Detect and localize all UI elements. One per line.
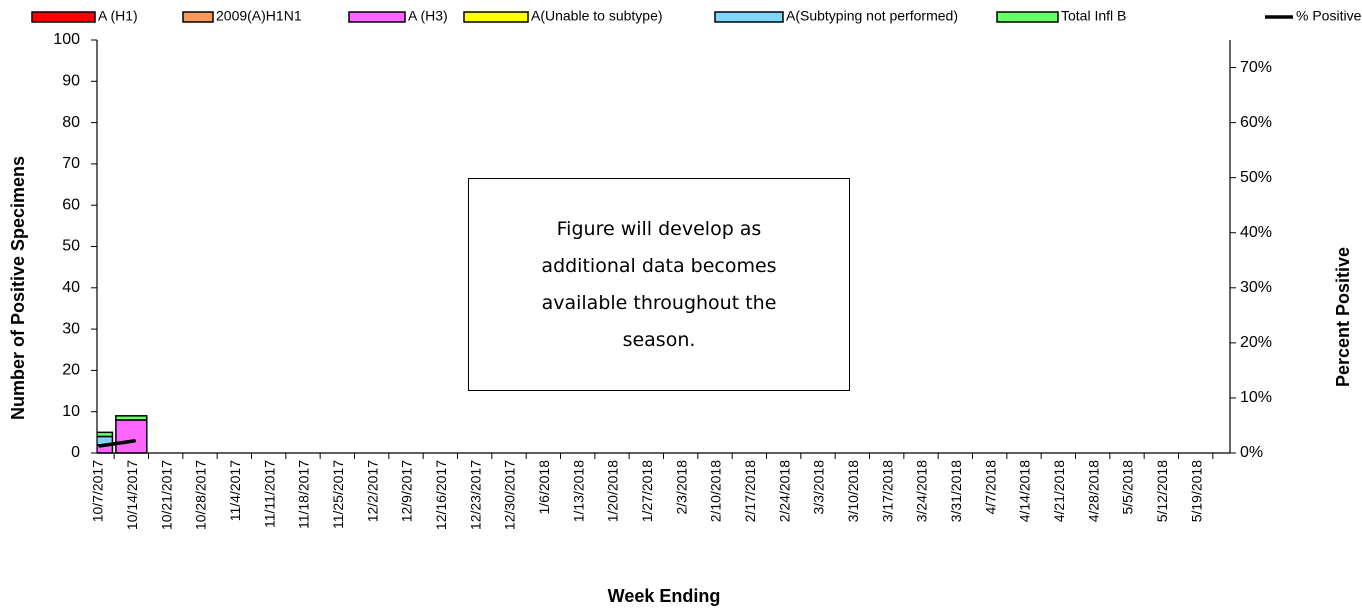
x-tick-label: 12/9/2017 [399,460,415,522]
legend-label: 2009(A)H1N1 [216,8,302,24]
legend-label: % Positive [1296,8,1362,24]
legend-swatch [182,11,214,23]
y-axis-title: Number of Positive Specimens [8,156,28,420]
x-tick-label: 10/28/2017 [193,460,209,530]
x-tick-label: 11/25/2017 [330,460,346,529]
x-tick-label: 2/10/2018 [708,460,724,522]
y-tick-label: 50 [62,238,80,255]
legend-swatch [996,11,1059,23]
y-tick-label: 90 [62,73,80,90]
x-tick-label: 12/23/2017 [467,460,483,530]
x-tick-label: 5/5/2018 [1120,460,1136,515]
bar-segment [115,415,148,421]
x-tick-label: 12/30/2017 [502,460,518,530]
y-tick-label: 20 [62,362,80,379]
x-tick-label: 2/17/2018 [742,460,758,522]
y-tick-label: 40 [62,279,80,296]
y-tick-label: 60 [62,196,80,213]
x-tick-label: 3/17/2018 [879,460,895,522]
legend-label: A (H1) [98,8,138,24]
bar-segment [115,419,148,454]
legend-swatch [348,11,406,23]
x-tick-label: 1/6/2018 [536,460,552,515]
legend-label: A(Subtyping not performed) [786,8,958,24]
x-tick-label: 1/20/2018 [605,460,621,522]
bars [97,415,148,454]
y2-tick-label: 40% [1240,224,1272,241]
legend-swatch [31,11,96,23]
y-tick-label: 100 [53,31,80,48]
x-tick-label: 1/13/2018 [570,460,586,522]
y-tick-label: 10 [62,403,80,420]
x-tick-label: 3/10/2018 [845,460,861,522]
x-tick-label: 4/21/2018 [1051,460,1067,522]
x-tick-label: 2/24/2018 [776,460,792,522]
x-axis-title: Week Ending [608,586,721,606]
x-tick-label: 12/16/2017 [433,460,449,530]
y-tick-label: 30 [62,320,80,337]
x-tick-label: 4/14/2018 [1017,460,1033,522]
x-tick-label: 10/21/2017 [158,460,174,530]
x-tick-label: 3/3/2018 [811,460,827,515]
y2-tick-label: 20% [1240,334,1272,351]
x-tick-label: 11/11/2017 [261,460,277,528]
y2-tick-label: 60% [1240,114,1272,131]
legend-label: Total Infl B [1061,8,1126,24]
y2-tick-label: 50% [1240,169,1272,186]
y2-tick-label: 10% [1240,389,1272,406]
x-tick-label: 1/27/2018 [639,460,655,522]
y2-tick-label: 0% [1240,444,1263,461]
x-tick-label: 10/14/2017 [124,460,140,530]
x-tick-label: 5/12/2018 [1154,460,1170,522]
annotation: Figure will develop as additional data b… [468,178,850,391]
y2-tick-label: 30% [1240,279,1272,296]
x-tick-label: 12/2/2017 [364,460,380,522]
legend-swatch [463,11,529,23]
x-tick-label: 5/19/2018 [1188,460,1204,522]
legend-label: A(Unable to subtype) [531,8,663,24]
x-tick-label: 10/7/2017 [90,460,106,522]
y-tick-label: 0 [71,444,80,461]
x-tick-label: 3/31/2018 [948,460,964,522]
x-tick-label: 11/4/2017 [227,460,243,521]
x-tick-label: 4/7/2018 [982,460,998,515]
x-tick-label: 11/18/2017 [296,460,312,529]
y2-axis-title: Percent Positive [1333,247,1353,387]
y-tick-label: 70 [62,155,80,172]
x-tick-label: 2/3/2018 [673,460,689,515]
line-series [98,439,137,448]
y2-tick-label: 70% [1240,59,1272,76]
legend-label: A (H3) [408,8,448,24]
x-tick-label: 4/28/2018 [1085,460,1101,522]
y-tick-label: 80 [62,114,80,131]
legend-swatch [714,11,784,23]
x-tick-label: 3/24/2018 [914,460,930,522]
